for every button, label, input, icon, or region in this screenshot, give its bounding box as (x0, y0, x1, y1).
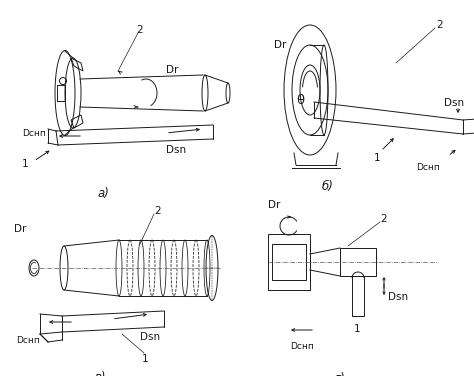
Bar (352, 276, 364, 316)
Text: б): б) (322, 180, 334, 193)
Text: Dsn: Dsn (140, 332, 160, 342)
Text: 2: 2 (436, 20, 443, 30)
Text: Dr: Dr (268, 200, 281, 210)
Text: 1: 1 (142, 354, 149, 364)
Text: Dr: Dr (274, 40, 286, 50)
Text: Dsn: Dsn (388, 292, 408, 302)
Text: Dr: Dr (14, 224, 27, 234)
Text: 2: 2 (136, 25, 143, 35)
Bar (272, 244, 306, 280)
Text: г): г) (335, 372, 346, 376)
Bar (268, 234, 310, 290)
Text: 1: 1 (22, 159, 28, 169)
Text: Dснп: Dснп (22, 129, 46, 138)
Text: в): в) (94, 371, 106, 376)
Text: Dr: Dr (166, 65, 178, 75)
Text: а): а) (97, 187, 109, 200)
Text: Dsn: Dsn (444, 98, 464, 108)
Text: 2: 2 (380, 214, 387, 224)
Bar (340, 248, 376, 276)
Text: θ: θ (296, 94, 304, 107)
Text: 1: 1 (374, 153, 381, 163)
Text: Dснп: Dснп (290, 342, 314, 351)
Text: 2: 2 (154, 206, 161, 216)
Text: 1: 1 (354, 324, 361, 334)
Text: Dснп: Dснп (16, 336, 40, 345)
Text: Dsn: Dsn (166, 145, 186, 155)
Text: Dснп: Dснп (416, 163, 440, 172)
